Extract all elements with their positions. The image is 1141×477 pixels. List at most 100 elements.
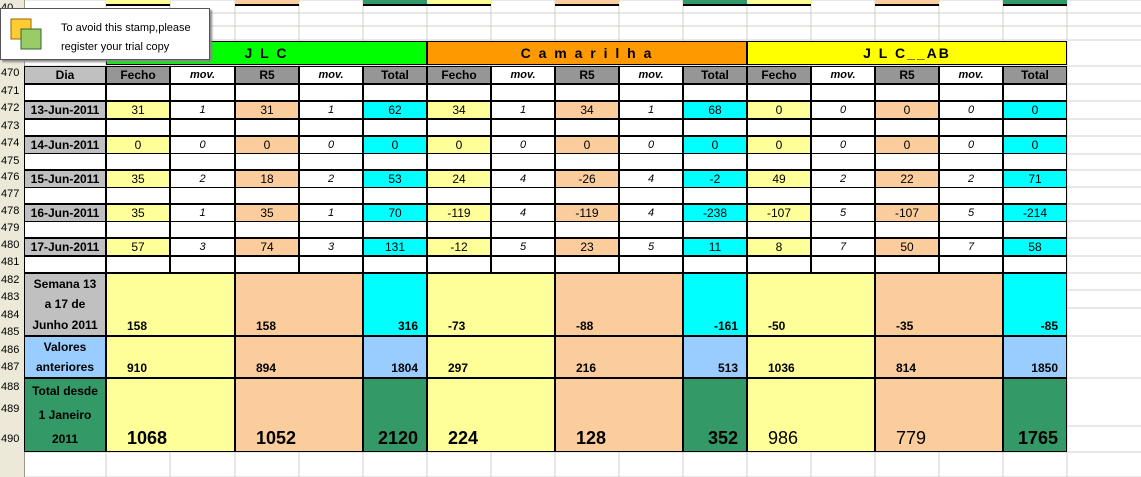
data-cell[interactable]: 0 <box>747 101 811 119</box>
blank-cell[interactable] <box>811 119 875 136</box>
semana-value-cell[interactable]: -88 <box>555 273 683 336</box>
blank-cell[interactable] <box>939 221 1003 238</box>
data-cell[interactable]: 11 <box>683 238 747 256</box>
row-number[interactable]: 482 <box>1 274 20 286</box>
blank-cell[interactable] <box>1003 187 1067 204</box>
total-value-cell[interactable]: 224 <box>427 378 555 452</box>
blank-cell[interactable] <box>491 187 555 204</box>
semana-value-cell[interactable]: 158 <box>106 273 235 336</box>
header-col[interactable]: R5 <box>555 66 619 84</box>
blank-cell[interactable] <box>106 187 170 204</box>
group-header[interactable]: J L C__AB <box>747 41 1067 65</box>
data-cell[interactable]: -214 <box>1003 204 1067 222</box>
data-cell[interactable]: 2 <box>170 170 235 188</box>
data-cell[interactable]: 34 <box>555 101 619 119</box>
row-number[interactable]: 478 <box>1 205 20 217</box>
blank-cell[interactable] <box>106 221 170 238</box>
data-cell[interactable]: -107 <box>747 204 811 222</box>
semana-value-cell[interactable]: -50 <box>747 273 875 336</box>
anteriores-value-cell[interactable]: 1804 <box>363 336 427 378</box>
blank-cell[interactable] <box>619 187 683 204</box>
blank-cell[interactable] <box>747 221 811 238</box>
blank-cell[interactable] <box>939 84 1003 101</box>
top-partial-cell[interactable] <box>106 0 170 6</box>
blank-cell[interactable] <box>363 119 427 136</box>
blank-cell[interactable] <box>875 221 939 238</box>
anteriores-value-cell[interactable]: 1036 <box>747 336 875 378</box>
blank-cell[interactable] <box>811 221 875 238</box>
blank-cell[interactable] <box>299 119 363 136</box>
total-value-cell[interactable]: 128 <box>555 378 683 452</box>
data-cell[interactable]: 2 <box>939 170 1003 188</box>
blank-cell[interactable] <box>555 221 619 238</box>
blank-cell[interactable] <box>683 153 747 170</box>
date-cell[interactable]: 15-Jun-2011 <box>24 170 106 188</box>
data-cell[interactable]: -119 <box>427 204 491 222</box>
data-cell[interactable]: 0 <box>363 136 427 154</box>
data-cell[interactable]: 0 <box>939 136 1003 154</box>
data-cell[interactable]: 0 <box>811 101 875 119</box>
blank-cell[interactable] <box>555 256 619 273</box>
date-cell[interactable]: 13-Jun-2011 <box>24 101 106 119</box>
header-mov[interactable]: mov. <box>811 66 875 84</box>
data-cell[interactable]: 62 <box>363 101 427 119</box>
data-cell[interactable]: 35 <box>235 204 299 222</box>
data-cell[interactable]: 50 <box>875 238 939 256</box>
blank-cell[interactable] <box>619 119 683 136</box>
data-cell[interactable]: 49 <box>747 170 811 188</box>
data-cell[interactable]: 0 <box>491 136 555 154</box>
blank-cell[interactable] <box>106 256 170 273</box>
row-number[interactable]: 488 <box>1 381 20 393</box>
blank-cell[interactable] <box>427 221 491 238</box>
blank-cell[interactable] <box>24 84 106 101</box>
data-cell[interactable]: 1 <box>170 204 235 222</box>
data-cell[interactable]: 5 <box>939 204 1003 222</box>
data-cell[interactable]: 4 <box>491 170 555 188</box>
blank-cell[interactable] <box>1003 84 1067 101</box>
blank-cell[interactable] <box>747 256 811 273</box>
header-col[interactable]: Fecho <box>106 66 170 84</box>
data-cell[interactable]: 131 <box>363 238 427 256</box>
data-cell[interactable]: 5 <box>491 238 555 256</box>
blank-cell[interactable] <box>811 153 875 170</box>
data-cell[interactable]: 68 <box>683 101 747 119</box>
blank-cell[interactable] <box>106 84 170 101</box>
blank-cell[interactable] <box>683 256 747 273</box>
blank-cell[interactable] <box>299 187 363 204</box>
blank-cell[interactable] <box>299 256 363 273</box>
blank-cell[interactable] <box>427 119 491 136</box>
blank-cell[interactable] <box>235 119 299 136</box>
row-number[interactable]: 490 <box>1 433 20 445</box>
blank-cell[interactable] <box>491 119 555 136</box>
top-partial-cell[interactable] <box>427 0 491 6</box>
blank-cell[interactable] <box>491 84 555 101</box>
blank-cell[interactable] <box>363 187 427 204</box>
blank-cell[interactable] <box>747 187 811 204</box>
blank-cell[interactable] <box>491 256 555 273</box>
data-cell[interactable]: 0 <box>939 101 1003 119</box>
top-partial-cell[interactable] <box>1003 0 1067 6</box>
total-value-cell[interactable]: 986 <box>747 378 875 452</box>
semana-value-cell[interactable]: 316 <box>363 273 427 336</box>
blank-cell[interactable] <box>683 187 747 204</box>
blank-cell[interactable] <box>299 84 363 101</box>
top-partial-cell[interactable] <box>747 0 811 6</box>
data-cell[interactable]: 18 <box>235 170 299 188</box>
blank-cell[interactable] <box>555 119 619 136</box>
blank-cell[interactable] <box>235 84 299 101</box>
data-cell[interactable]: 0 <box>747 136 811 154</box>
blank-cell[interactable] <box>875 119 939 136</box>
data-cell[interactable]: -238 <box>683 204 747 222</box>
anteriores-value-cell[interactable]: 297 <box>427 336 555 378</box>
data-cell[interactable]: 22 <box>875 170 939 188</box>
semana-value-cell[interactable]: -35 <box>875 273 1003 336</box>
date-cell[interactable]: 16-Jun-2011 <box>24 204 106 222</box>
data-cell[interactable]: 0 <box>170 136 235 154</box>
blank-cell[interactable] <box>427 187 491 204</box>
blank-cell[interactable] <box>427 153 491 170</box>
row-number[interactable]: 472 <box>1 102 20 114</box>
blank-cell[interactable] <box>683 119 747 136</box>
row-number[interactable]: 486 <box>1 344 20 356</box>
data-cell[interactable]: -26 <box>555 170 619 188</box>
row-number[interactable]: 485 <box>1 326 20 338</box>
